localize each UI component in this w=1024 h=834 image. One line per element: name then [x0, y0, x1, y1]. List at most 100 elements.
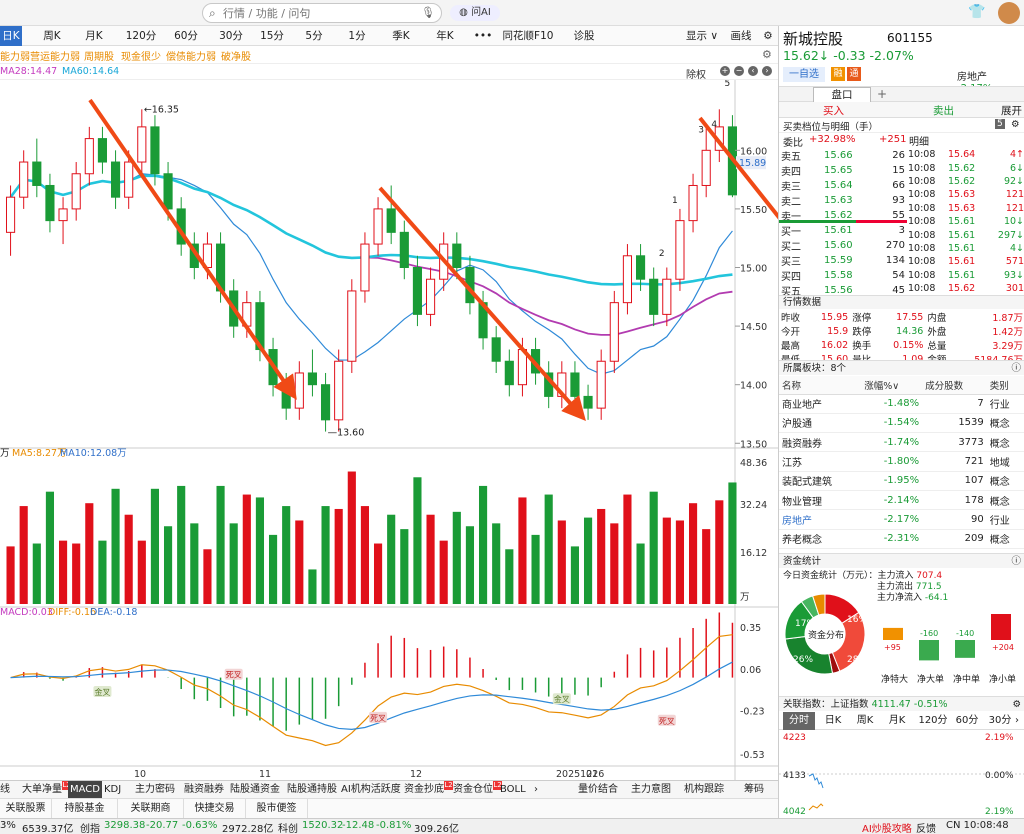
- sector-row[interactable]: 房地产 -2.17% 90 行业: [779, 509, 1024, 530]
- add-watchlist-button[interactable]: 一自选: [783, 67, 825, 82]
- next-icon[interactable]: ›: [762, 66, 772, 76]
- indicator-tab[interactable]: 大单净量L2: [22, 781, 71, 795]
- indicator-tab[interactable]: 陆股通持股: [287, 784, 337, 795]
- bottom-tab[interactable]: 快捷交易: [184, 799, 246, 819]
- orderbook-row[interactable]: 卖二 15.63 93: [779, 193, 907, 208]
- bottom-tab[interactable]: 持股基金: [52, 799, 118, 819]
- indicator-tab[interactable]: 筹码: [744, 784, 764, 795]
- ask-ai-button[interactable]: ◍ 问AI: [450, 5, 500, 21]
- index-tab[interactable]: 30分: [988, 715, 1012, 726]
- indicator-tab[interactable]: 主力密码: [135, 784, 175, 795]
- bottom-tab[interactable]: 股市便签: [246, 799, 308, 819]
- period-tab[interactable]: 5分: [305, 30, 323, 42]
- expand-button[interactable]: 展开: [1001, 105, 1022, 117]
- indicator-tab[interactable]: 资金仓位L2: [453, 781, 502, 795]
- gear-icon[interactable]: ⚙: [762, 48, 772, 61]
- sector-row[interactable]: 江苏 -1.80% 721 地域: [779, 451, 1024, 472]
- kc-label[interactable]: 科创: [278, 824, 298, 834]
- index-tab[interactable]: 日K: [824, 715, 842, 726]
- index-tab[interactable]: 120分: [918, 715, 948, 726]
- index-tab[interactable]: 60分: [955, 715, 979, 726]
- fuquan-button[interactable]: 除权: [686, 70, 706, 81]
- more-indicators-icon[interactable]: ›: [534, 784, 538, 795]
- tag-item[interactable]: 能力弱: [0, 52, 30, 63]
- tab-pankou[interactable]: 盘口: [813, 87, 871, 103]
- period-tab[interactable]: 月K: [85, 30, 103, 42]
- gear-icon[interactable]: ⚙: [1011, 119, 1020, 130]
- info-icon[interactable]: ⓘ: [1011, 556, 1021, 567]
- period-tab[interactable]: 同花顺F10: [502, 30, 554, 42]
- feedback-link[interactable]: 反馈: [916, 824, 936, 834]
- buy-button[interactable]: 买入: [823, 105, 844, 117]
- index-tab[interactable]: 分时: [783, 712, 815, 730]
- indicator-tab[interactable]: 量价结合: [578, 784, 618, 795]
- indicator-tab[interactable]: MACD: [68, 781, 102, 799]
- skin-icon[interactable]: 👕: [968, 4, 986, 20]
- microphone-icon[interactable]: 🎙: [421, 6, 435, 19]
- period-tab[interactable]: 季K: [392, 30, 410, 42]
- orderbook-row[interactable]: 买二 15.60 270: [779, 238, 907, 253]
- period-tab[interactable]: 60分: [174, 30, 198, 42]
- tag-item[interactable]: 营运能力弱: [30, 52, 80, 63]
- orderbook-row[interactable]: 买一 15.61 3: [779, 223, 907, 238]
- bottom-tab[interactable]: 关联期商: [118, 799, 184, 819]
- avatar[interactable]: [998, 2, 1020, 24]
- sector-row[interactable]: 融资融券 -1.74% 3773 概念: [779, 432, 1024, 453]
- indicator-tab[interactable]: BOLL: [500, 784, 526, 795]
- gear-icon[interactable]: ⚙: [1012, 699, 1021, 710]
- add-tab-icon[interactable]: +: [877, 87, 888, 101]
- sector-col-header[interactable]: 成分股数: [922, 376, 987, 395]
- sector-row[interactable]: 物业管理 -2.14% 178 概念: [779, 490, 1024, 511]
- sector-row[interactable]: 养老概念 -2.31% 209 概念: [779, 529, 1024, 549]
- ai-guide-link[interactable]: AI炒股攻略: [862, 824, 912, 834]
- period-tab[interactable]: 120分: [125, 30, 157, 42]
- period-tab[interactable]: 诊股: [573, 30, 595, 42]
- gear-icon[interactable]: ⚙: [763, 30, 773, 42]
- next-icon[interactable]: ›: [1015, 715, 1019, 726]
- info-icon[interactable]: ⓘ: [1011, 363, 1021, 374]
- indicator-tab[interactable]: 资金抄底L2: [404, 781, 453, 795]
- indicator-tab[interactable]: 主力意图: [631, 784, 671, 795]
- search-input[interactable]: [223, 5, 423, 21]
- indicator-tab[interactable]: 陆股通资金: [230, 784, 280, 795]
- orderbook-row[interactable]: 卖四 15.65 15: [779, 163, 907, 178]
- sector-col-header[interactable]: 名称: [779, 376, 862, 395]
- display-menu[interactable]: 显示 ∨: [685, 30, 719, 42]
- period-tab[interactable]: •••: [473, 30, 493, 42]
- orderbook-row[interactable]: 买三 15.59 134: [779, 253, 907, 268]
- orderbook-row[interactable]: 卖一 15.62 55: [779, 208, 907, 223]
- indicator-tab[interactable]: 融资融券: [184, 784, 224, 795]
- tag-item[interactable]: 破净股: [221, 52, 251, 63]
- sector-row[interactable]: 沪股通 -1.54% 1539 概念: [779, 413, 1024, 434]
- period-tab[interactable]: 30分: [219, 30, 243, 42]
- indicator-tab[interactable]: KDJ: [104, 784, 122, 795]
- period-tab[interactable]: 1分: [348, 30, 366, 42]
- indicator-tab[interactable]: AI机构活跃度: [341, 784, 401, 795]
- search-box[interactable]: ⌕ 🎙: [202, 3, 442, 23]
- index-tab[interactable]: 周K: [856, 715, 874, 726]
- period-tab[interactable]: 年K: [436, 30, 454, 42]
- cy-label[interactable]: 创指: [80, 824, 100, 834]
- indicator-tab[interactable]: 机构跟踪: [684, 784, 724, 795]
- orderbook-row[interactable]: 卖五 15.66 26: [779, 148, 907, 163]
- sector-col-header[interactable]: 类别: [986, 376, 1024, 395]
- bottom-tab[interactable]: 关联股票: [0, 799, 52, 819]
- period-tab[interactable]: 15分: [260, 30, 284, 42]
- zoom-in-icon[interactable]: +: [720, 66, 730, 76]
- index-tab[interactable]: 月K: [888, 715, 906, 726]
- sector-row[interactable]: 装配式建筑 -1.95% 107 概念: [779, 471, 1024, 491]
- level-badge[interactable]: 5: [995, 119, 1005, 129]
- period-tab[interactable]: 日K: [0, 26, 22, 46]
- sector-col-header[interactable]: 涨幅%∨: [861, 376, 923, 395]
- sell-button[interactable]: 卖出: [933, 105, 954, 117]
- draw-line-button[interactable]: 画线: [730, 30, 752, 42]
- tag-item[interactable]: 现金很少: [121, 52, 161, 63]
- index-name[interactable]: 上证指数: [830, 699, 869, 710]
- orderbook-row[interactable]: 卖三 15.64 66: [779, 178, 907, 193]
- zoom-out-icon[interactable]: −: [734, 66, 744, 76]
- orderbook-row[interactable]: 买五 15.56 45: [779, 283, 907, 298]
- tag-item[interactable]: 偿债能力弱: [166, 52, 216, 63]
- sector-row[interactable]: 商业地产 -1.48% 7 行业: [779, 394, 1024, 414]
- period-tab[interactable]: 周K: [43, 30, 61, 42]
